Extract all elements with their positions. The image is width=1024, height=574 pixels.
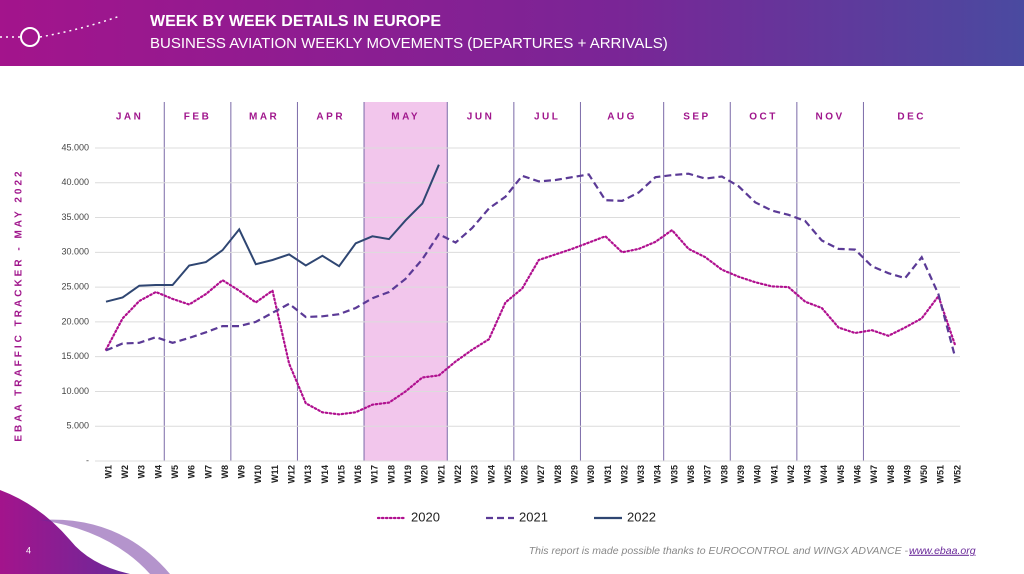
x-tick-label: W24 xyxy=(486,465,496,484)
x-tick-label: W50 xyxy=(919,465,929,484)
x-tick-label: W44 xyxy=(819,465,829,484)
x-tick-label: W25 xyxy=(503,465,513,484)
month-label: NOV xyxy=(816,112,845,123)
x-tick-label: W16 xyxy=(353,465,363,484)
x-tick-label: W40 xyxy=(753,465,763,484)
y-tick-label: - xyxy=(86,455,89,465)
x-tick-label: W10 xyxy=(253,465,263,484)
header-icon xyxy=(20,27,40,47)
y-tick-label: 20.000 xyxy=(61,316,89,326)
month-label: FEB xyxy=(184,112,212,123)
x-tick-label: W39 xyxy=(736,465,746,484)
footer-link[interactable]: www.ebaa.org xyxy=(909,545,976,557)
x-tick-label: W21 xyxy=(436,465,446,484)
x-tick-label: W11 xyxy=(270,465,280,483)
month-label: SEP xyxy=(683,112,711,123)
month-label: JUL xyxy=(534,112,560,123)
x-tick-label: W7 xyxy=(203,465,213,479)
x-tick-label: W3 xyxy=(137,465,147,479)
x-tick-label: W33 xyxy=(636,465,646,484)
month-label: APR xyxy=(316,112,345,123)
month-label: MAY xyxy=(391,112,420,123)
y-tick-label: 35.000 xyxy=(61,212,89,222)
y-tick-label: 30.000 xyxy=(61,247,89,257)
x-tick-label: W47 xyxy=(869,465,879,484)
x-tick-label: W29 xyxy=(569,465,579,484)
legend-label: 2022 xyxy=(627,509,656,524)
x-tick-label: W5 xyxy=(170,465,180,479)
y-tick-label: 40.000 xyxy=(61,177,89,187)
header-title: WEEK BY WEEK DETAILS IN EUROPE xyxy=(150,13,441,30)
x-tick-label: W37 xyxy=(703,465,713,484)
legend-label: 2020 xyxy=(411,509,440,524)
y-tick-label: 5.000 xyxy=(66,421,89,431)
month-label: AUG xyxy=(607,112,637,123)
x-tick-label: W34 xyxy=(653,465,663,484)
x-tick-label: W4 xyxy=(153,465,163,479)
x-tick-label: W46 xyxy=(852,465,862,484)
x-tick-label: W9 xyxy=(237,465,247,479)
month-highlight xyxy=(364,102,448,461)
corner-swoosh xyxy=(0,490,130,574)
x-tick-label: W28 xyxy=(553,465,563,484)
x-tick-label: W52 xyxy=(952,465,962,484)
x-tick-label: W18 xyxy=(386,465,396,484)
x-tick-label: W14 xyxy=(320,465,330,484)
x-tick-label: W13 xyxy=(303,465,313,484)
x-tick-label: W1 xyxy=(103,465,113,479)
page-number: 4 xyxy=(26,545,31,555)
legend-label: 2021 xyxy=(519,509,548,524)
x-tick-label: W32 xyxy=(619,465,629,484)
x-tick-label: W8 xyxy=(220,465,230,479)
header-subtitle: BUSINESS AVIATION WEEKLY MOVEMENTS (DEPA… xyxy=(150,35,668,52)
x-tick-label: W15 xyxy=(336,465,346,484)
x-tick-label: W30 xyxy=(586,465,596,484)
x-tick-label: W17 xyxy=(370,465,380,484)
corner-swoosh-2 xyxy=(40,519,170,574)
month-label: JAN xyxy=(116,112,144,123)
x-tick-label: W27 xyxy=(536,465,546,484)
x-tick-label: W19 xyxy=(403,465,413,484)
y-tick-label: 45.000 xyxy=(61,142,89,152)
y-tick-label: 25.000 xyxy=(61,281,89,291)
y-tick-label: 10.000 xyxy=(61,386,89,396)
x-tick-label: W20 xyxy=(420,465,430,484)
month-label: JUN xyxy=(467,112,495,123)
x-tick-label: W45 xyxy=(836,465,846,484)
x-tick-label: W22 xyxy=(453,465,463,484)
x-tick-label: W12 xyxy=(286,465,296,484)
y-tick-label: 15.000 xyxy=(61,351,89,361)
x-tick-label: W51 xyxy=(936,465,946,484)
x-tick-label: W6 xyxy=(187,465,197,479)
x-tick-label: W23 xyxy=(470,465,480,484)
month-label: MAR xyxy=(249,112,279,123)
series-line xyxy=(105,172,957,357)
x-tick-label: W36 xyxy=(686,465,696,484)
x-tick-label: W38 xyxy=(719,465,729,484)
x-tick-label: W26 xyxy=(520,465,530,484)
x-tick-label: W31 xyxy=(603,465,613,484)
x-tick-label: W35 xyxy=(669,465,679,484)
x-tick-label: W48 xyxy=(886,465,896,484)
side-label: EBAA TRAFFIC TRACKER - MAY 2022 xyxy=(14,168,25,441)
x-tick-label: W42 xyxy=(786,465,796,484)
header-band xyxy=(0,0,1024,66)
x-tick-label: W43 xyxy=(803,465,813,484)
x-tick-label: W41 xyxy=(769,465,779,484)
x-tick-label: W2 xyxy=(120,465,130,479)
footer-note: This report is made possible thanks to E… xyxy=(529,545,909,557)
x-tick-label: W49 xyxy=(902,465,912,484)
month-label: DEC xyxy=(897,112,926,123)
series-line xyxy=(105,164,440,303)
series-line xyxy=(104,228,957,416)
month-label: OCT xyxy=(749,112,778,123)
